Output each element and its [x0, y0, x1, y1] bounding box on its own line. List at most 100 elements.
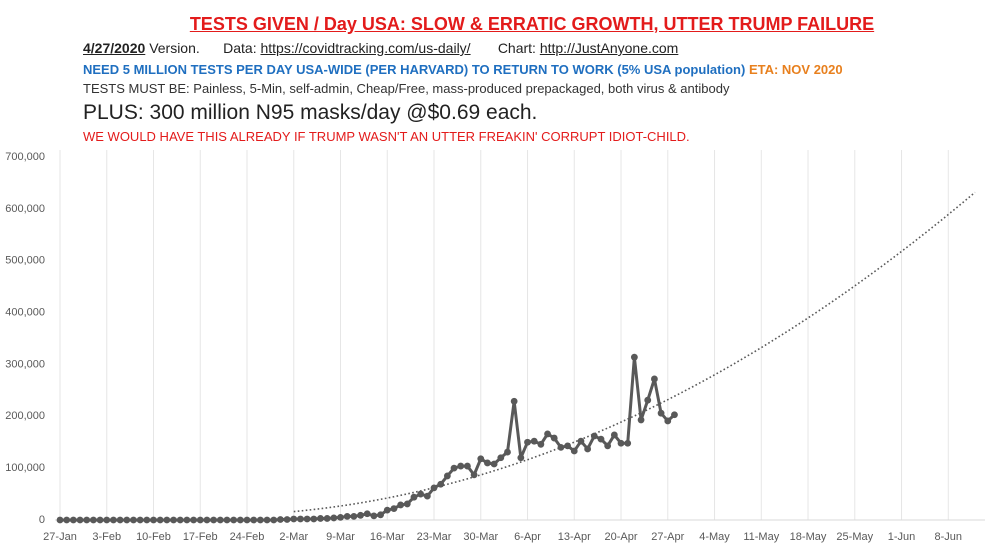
data-point — [357, 511, 364, 519]
y-tick-label: 600,000 — [5, 203, 45, 215]
version-line: 4/27/2020 Version. Data: https://covidtr… — [83, 40, 678, 56]
data-point — [216, 516, 224, 524]
data-point — [590, 432, 598, 440]
data-point — [624, 439, 632, 447]
data-point — [410, 493, 418, 501]
chart-label: Chart: — [497, 40, 536, 56]
chart-url[interactable]: http://JustAnyone.com — [539, 40, 679, 56]
data-point — [363, 510, 371, 518]
data-point — [130, 516, 137, 524]
data-point — [570, 447, 578, 455]
data-point — [597, 435, 605, 443]
data-point — [96, 516, 104, 524]
data-point — [343, 512, 351, 520]
x-tick-label: 2-Mar — [279, 531, 308, 543]
data-point — [196, 516, 204, 524]
data-point — [390, 505, 398, 512]
data-point — [236, 516, 244, 524]
x-tick-label: 3-Feb — [92, 531, 121, 543]
y-tick-label: 400,000 — [5, 306, 45, 318]
data-point — [103, 516, 111, 524]
data-point — [210, 516, 218, 524]
data-point — [377, 511, 384, 519]
data-point — [584, 445, 592, 453]
data-point — [190, 516, 197, 524]
data-point — [243, 516, 251, 524]
data-point — [577, 437, 585, 445]
data-point — [297, 515, 304, 523]
data-point — [644, 396, 652, 404]
x-tick-label: 23-Mar — [417, 531, 452, 543]
data-point — [477, 455, 485, 463]
y-tick-label: 100,000 — [5, 462, 45, 474]
data-point — [89, 516, 97, 524]
data-point — [383, 506, 391, 514]
y-tick-label: 200,000 — [5, 410, 45, 422]
data-point — [637, 416, 645, 424]
data-point — [510, 397, 518, 405]
need-line: NEED 5 MILLION TESTS PER DAY USA-WIDE (P… — [83, 62, 843, 77]
data-point — [657, 409, 665, 417]
data-point — [63, 516, 71, 524]
x-tick-label: 17-Feb — [183, 531, 218, 543]
x-tick-label: 27-Jan — [43, 531, 77, 543]
data-point — [110, 516, 117, 524]
data-point — [457, 462, 465, 470]
data-point — [76, 516, 84, 524]
data-point — [530, 437, 538, 445]
data-point — [403, 500, 411, 508]
data-point — [183, 516, 191, 524]
data-point — [256, 516, 264, 524]
x-tick-label: 30-Mar — [463, 531, 498, 543]
data-url[interactable]: https://covidtracking.com/us-daily/ — [260, 40, 471, 56]
x-tick-label: 24-Feb — [230, 531, 265, 543]
data-point — [163, 516, 171, 524]
data-point — [651, 375, 658, 383]
data-point — [664, 417, 672, 425]
data-point — [303, 515, 311, 523]
trend-line — [293, 191, 976, 513]
x-tick-label: 1-Jun — [888, 531, 916, 543]
requirements: TESTS MUST BE: Painless, 5-Min, self-adm… — [83, 81, 730, 96]
data-point — [671, 411, 678, 419]
data-point — [170, 516, 177, 524]
data-point — [310, 515, 318, 523]
x-tick-label: 27-Apr — [651, 531, 684, 543]
data-point — [484, 459, 491, 467]
data-point — [490, 460, 498, 468]
y-tick-label: 0 — [39, 514, 45, 526]
data-point — [290, 515, 298, 523]
x-tick-label: 25-May — [836, 531, 873, 543]
data-point — [604, 442, 612, 450]
data-point — [504, 448, 511, 456]
version-date: 4/27/2020 — [83, 40, 146, 56]
data-point — [370, 512, 378, 520]
data-point — [350, 512, 358, 520]
x-tick-label: 8-Jun — [935, 531, 963, 543]
data-point — [630, 353, 638, 361]
data-point — [317, 515, 324, 522]
data-point — [417, 490, 425, 498]
data-point — [617, 439, 625, 447]
data-point — [610, 431, 618, 439]
data-point — [323, 515, 331, 522]
data-point — [557, 444, 565, 451]
data-point — [150, 516, 157, 524]
data-point — [263, 516, 271, 524]
data-point — [230, 516, 238, 524]
data-point — [123, 516, 131, 524]
x-tick-label: 20-Apr — [605, 531, 638, 543]
x-tick-label: 4-May — [699, 531, 730, 543]
data-point — [56, 516, 64, 524]
x-tick-label: 16-Mar — [370, 531, 405, 543]
note-line: WE WOULD HAVE THIS ALREADY IF TRUMP WASN… — [83, 129, 690, 144]
data-point — [450, 464, 458, 472]
data-point — [544, 430, 551, 438]
data-point — [116, 516, 124, 524]
y-tick-label: 700,000 — [5, 151, 45, 163]
x-tick-label: 18-May — [790, 531, 827, 543]
data-point — [430, 484, 438, 492]
data-point — [537, 440, 545, 448]
data-label: Data: — [223, 40, 257, 56]
